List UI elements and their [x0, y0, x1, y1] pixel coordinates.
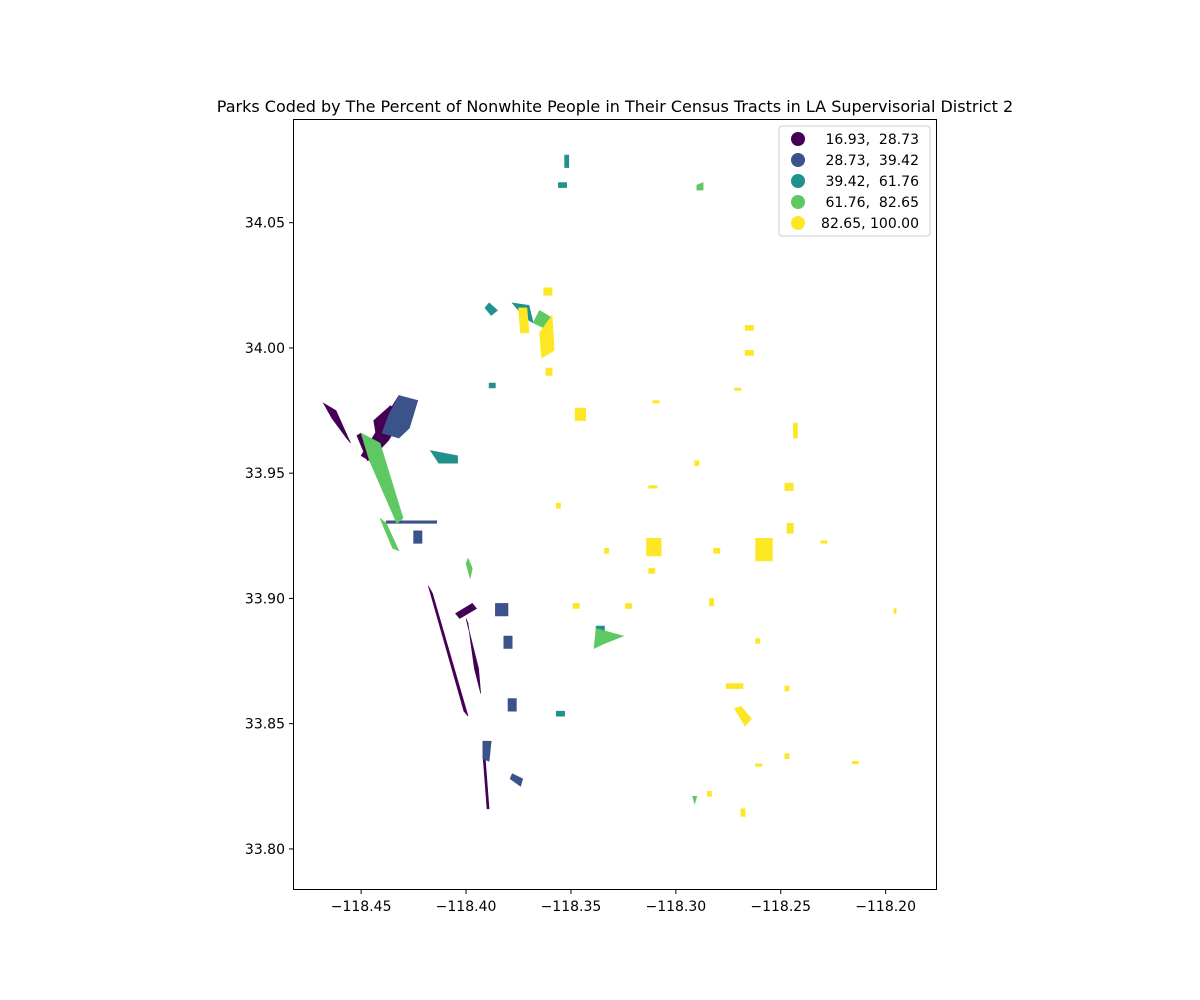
park-polygon	[455, 603, 477, 619]
park-polygon	[784, 753, 790, 760]
park-polygon	[507, 698, 517, 712]
park-polygon	[484, 302, 498, 316]
park-polygon	[692, 795, 698, 805]
park-polygon	[429, 450, 458, 464]
park-polygon	[482, 740, 492, 762]
legend-label: 16.93, 28.73	[825, 132, 919, 148]
legend-box	[778, 125, 931, 237]
park-polygon	[413, 530, 423, 544]
park-polygon	[322, 402, 351, 444]
park-polygon	[744, 350, 754, 356]
park-polygon	[555, 710, 565, 717]
park-polygon	[706, 790, 712, 797]
park-polygon	[574, 407, 586, 421]
park-polygon	[564, 154, 570, 168]
chart-title: Parks Coded by The Percent of Nonwhite P…	[217, 97, 1013, 116]
park-polygon	[851, 760, 859, 765]
x-tick-label: −118.25	[750, 899, 811, 915]
park-polygon	[696, 182, 704, 191]
y-tick-label: 34.00	[245, 341, 285, 357]
park-polygon	[428, 585, 469, 717]
park-polygon	[784, 685, 790, 692]
park-polygon	[555, 502, 561, 509]
park-polygon	[543, 287, 553, 296]
park-polygon	[784, 482, 794, 492]
park-polygon	[482, 753, 490, 810]
y-tick-label: 33.90	[245, 591, 285, 607]
park-polygon	[734, 387, 742, 391]
park-polygon	[792, 422, 798, 439]
park-polygon	[539, 314, 555, 359]
legend-marker	[791, 216, 805, 230]
legend-label: 39.42, 61.76	[825, 174, 919, 190]
park-polygon	[648, 568, 656, 574]
y-tick-label: 33.85	[245, 717, 285, 733]
legend-marker	[791, 153, 805, 167]
x-tick-label: −118.35	[541, 899, 602, 915]
y-axis: 34.05 34.00 33.95 33.90 33.85 33.80	[245, 216, 294, 858]
plot-frame	[293, 119, 937, 890]
park-polygon	[744, 325, 754, 331]
park-polygon	[465, 618, 481, 694]
park-polygon	[604, 547, 610, 554]
park-polygon	[893, 608, 897, 614]
park-polygon	[755, 638, 761, 644]
park-polygon	[713, 547, 721, 554]
park-polygon	[518, 307, 530, 334]
legend-label: 28.73, 39.42	[825, 153, 919, 169]
park-polygon	[734, 705, 752, 727]
park-polygon	[545, 367, 553, 376]
x-tick-label: −118.30	[645, 899, 706, 915]
park-polygon	[646, 537, 662, 557]
park-polygon	[572, 603, 580, 609]
park-polygon	[385, 520, 438, 524]
legend-marker	[791, 174, 805, 188]
park-polygon	[503, 635, 513, 649]
park-polygon	[379, 518, 400, 552]
park-polygon	[725, 683, 744, 689]
park-polygon	[652, 400, 660, 404]
park-polygon	[488, 382, 496, 389]
park-polygon	[694, 460, 700, 467]
legend-label: 82.65, 100.00	[821, 216, 919, 232]
park-polygon	[593, 628, 625, 650]
x-tick-label: −118.45	[331, 899, 392, 915]
park-polygon	[381, 395, 419, 439]
park-polygon	[625, 603, 633, 609]
x-tick-label: −118.20	[855, 899, 916, 915]
park-polygon	[509, 773, 524, 787]
y-tick-label: 34.05	[245, 216, 285, 232]
park-polygon	[755, 537, 773, 562]
y-tick-label: 33.80	[245, 842, 285, 858]
park-polygon	[740, 808, 746, 817]
legend: 16.93, 28.73 28.73, 39.42 39.42, 61.76 61.7…	[778, 125, 931, 237]
park-polygon	[495, 603, 509, 617]
park-polygon	[465, 557, 473, 579]
park-polygon	[558, 182, 568, 188]
legend-label: 61.76, 82.65	[825, 195, 919, 211]
park-polygon	[360, 432, 404, 524]
park-polygon	[755, 763, 763, 767]
parks-layer	[322, 154, 897, 817]
park-polygon	[648, 485, 658, 489]
park-polygon	[820, 540, 828, 544]
legend-marker	[791, 132, 805, 146]
park-polygon	[786, 522, 794, 534]
x-axis: −118.45 −118.40 −118.35 −118.30 −118.25 −118.…	[331, 889, 916, 915]
legend-marker	[791, 195, 805, 209]
park-polygon	[709, 598, 714, 607]
x-tick-label: −118.40	[436, 899, 497, 915]
y-tick-label: 33.95	[245, 466, 285, 482]
